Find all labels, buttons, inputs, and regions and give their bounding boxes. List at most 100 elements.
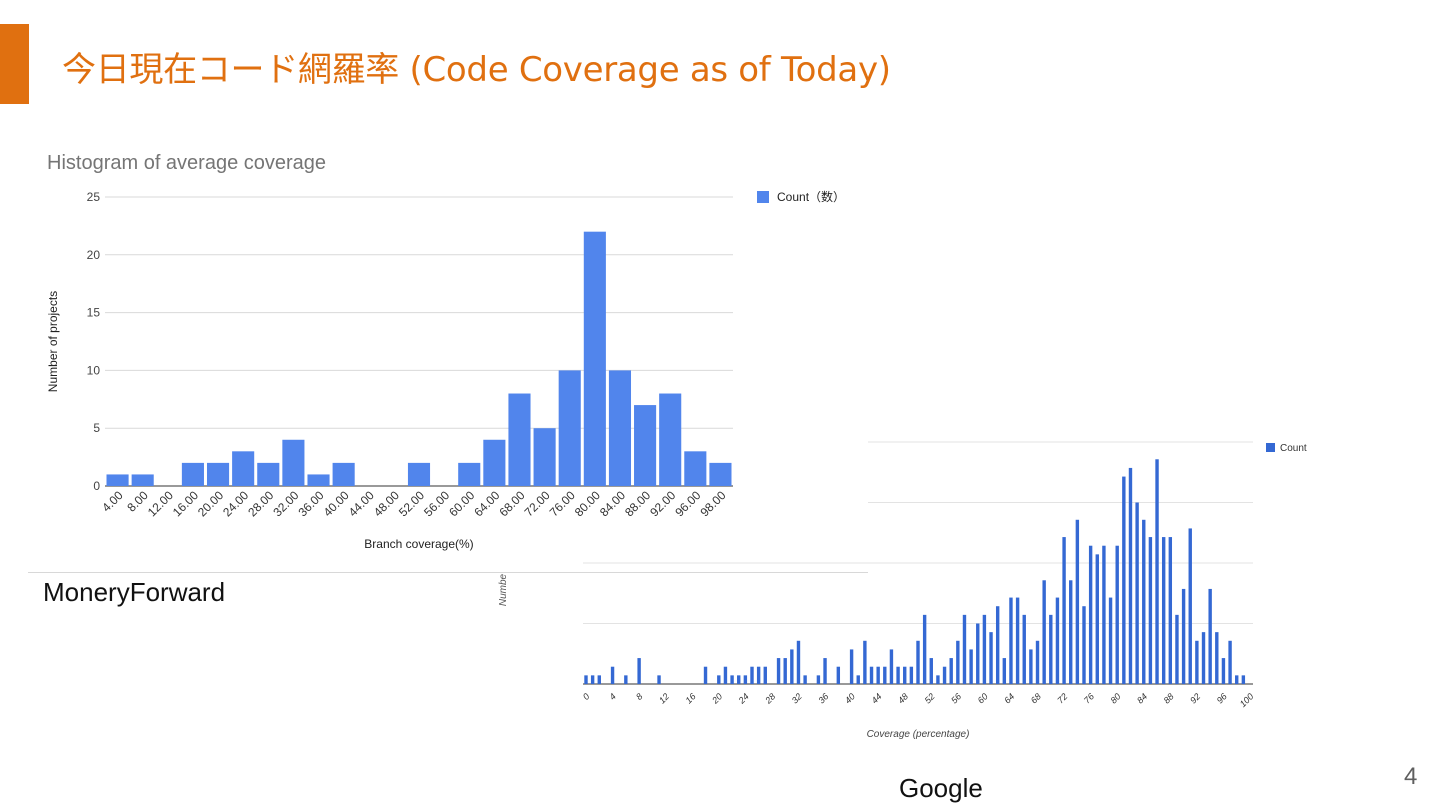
bar xyxy=(1195,640,1199,684)
bar xyxy=(483,439,506,486)
bar xyxy=(657,675,661,684)
bar xyxy=(883,666,887,684)
bar xyxy=(703,666,708,684)
x-tick-label: 72 xyxy=(1055,691,1069,705)
bar xyxy=(332,462,355,486)
bar xyxy=(823,658,827,684)
bar xyxy=(1009,597,1013,684)
bar xyxy=(730,675,734,684)
bar xyxy=(257,462,280,486)
bar xyxy=(1049,614,1053,684)
bar xyxy=(709,462,732,486)
x-tick-label: 40.00 xyxy=(321,488,352,519)
bar xyxy=(608,370,632,486)
x-axis-label: Branch coverage(%) xyxy=(364,537,473,551)
bar xyxy=(1095,554,1099,684)
bar xyxy=(1029,649,1033,684)
bar xyxy=(1168,537,1173,684)
bar xyxy=(717,675,721,684)
x-tick-label: 4.00 xyxy=(99,488,126,515)
x-tick-label: 52.00 xyxy=(396,488,427,519)
x-tick-label: 64 xyxy=(1002,691,1016,705)
bar xyxy=(584,675,588,684)
bar xyxy=(1148,537,1153,684)
label-moneyforward: MoneryForward xyxy=(43,577,226,607)
bar xyxy=(929,658,933,684)
chart-moneyforward-title: Histogram of average coverage xyxy=(47,152,327,174)
x-tick-label: 28 xyxy=(762,691,777,706)
bar xyxy=(1108,597,1113,684)
x-tick-label: 28.00 xyxy=(245,488,276,519)
y-axis-label: Numbe xyxy=(498,573,509,606)
bar xyxy=(836,666,841,684)
bar xyxy=(1042,580,1046,684)
bar xyxy=(909,666,914,684)
x-tick-label: 4 xyxy=(607,691,618,702)
x-tick-label: 36 xyxy=(816,691,830,705)
bar xyxy=(634,405,657,486)
bar xyxy=(796,640,801,684)
bar xyxy=(1175,614,1179,684)
bar xyxy=(1022,614,1026,684)
x-tick-label: 20 xyxy=(709,691,724,706)
x-tick-label: 48.00 xyxy=(371,488,402,519)
bar xyxy=(889,649,894,684)
x-tick-label: 16.00 xyxy=(170,488,201,519)
bar xyxy=(869,666,874,684)
x-tick-label: 80 xyxy=(1108,691,1122,705)
x-tick-label: 12.00 xyxy=(145,488,176,519)
bar xyxy=(624,675,628,684)
x-tick-label: 44.00 xyxy=(346,488,377,519)
bar xyxy=(876,666,880,684)
chart-google: 0 4 8 12 16 20 24 28 32 36 40 44 48 52 56 60 64 68 72 76 80 8… xyxy=(498,441,1307,740)
x-tick-label: 56.00 xyxy=(421,488,452,519)
x-tick-label: 52 xyxy=(923,691,937,705)
bar xyxy=(949,658,953,684)
y-axis-label: Number of projects xyxy=(46,291,60,392)
bar xyxy=(1155,459,1159,684)
bar xyxy=(1115,545,1119,684)
bar xyxy=(1142,519,1146,684)
bar xyxy=(956,640,960,684)
bar xyxy=(896,666,900,684)
bar xyxy=(995,606,1000,684)
bar xyxy=(856,675,860,684)
x-tick-label: 16 xyxy=(684,691,698,705)
slide-title: 今日現在コード網羅率 (Code Coverage as of Today) xyxy=(62,50,891,90)
x-tick-label: 56 xyxy=(949,691,963,705)
x-tick-label: 76 xyxy=(1082,691,1096,705)
x-tick-label: 92 xyxy=(1188,691,1202,705)
x-tick-label: 44 xyxy=(869,691,883,705)
bar xyxy=(610,666,615,684)
legend-label: Count（数） xyxy=(777,189,845,204)
bar xyxy=(743,675,748,684)
bar xyxy=(232,451,255,486)
bar xyxy=(508,393,531,486)
bar xyxy=(1055,597,1060,684)
x-tick-label: 60 xyxy=(976,691,990,705)
bar xyxy=(863,640,867,684)
bar xyxy=(659,393,682,486)
bar xyxy=(1221,658,1226,684)
bar xyxy=(849,649,854,684)
bar xyxy=(1228,640,1232,684)
y-tick-label: 10 xyxy=(87,363,101,377)
x-tick-label: 32 xyxy=(790,691,804,705)
bar xyxy=(307,474,330,486)
bar xyxy=(583,231,606,486)
legend-swatch xyxy=(1266,443,1275,452)
x-tick-label: 88 xyxy=(1162,691,1176,705)
legend-label: Count xyxy=(1280,443,1307,454)
bar xyxy=(131,474,154,486)
x-tick-label: 24.00 xyxy=(220,488,251,519)
bar xyxy=(1015,597,1020,684)
x-tick-label: 32.00 xyxy=(270,488,301,519)
chart-moneyforward: 05101520254.008.0012.0016.0020.0024.0028… xyxy=(46,189,845,551)
x-axis-label: Coverage (percentage) xyxy=(867,729,970,740)
bar xyxy=(1128,467,1133,684)
bar xyxy=(106,474,129,486)
bar xyxy=(916,640,920,684)
y-tick-label: 15 xyxy=(87,306,101,320)
x-tick-label: 8 xyxy=(634,691,645,702)
bar xyxy=(982,614,987,684)
